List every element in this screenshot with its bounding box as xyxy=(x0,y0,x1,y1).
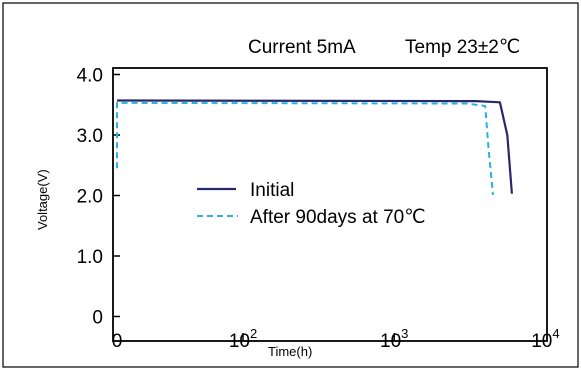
y-tick-label: 2.0 xyxy=(77,187,103,208)
x-tick-label: 104 xyxy=(531,326,559,352)
y-tick-label: 4.0 xyxy=(77,66,103,87)
legend: Initial After 90days at 70℃ xyxy=(197,180,426,228)
series-line-after-90days xyxy=(116,101,494,195)
legend-label-after-90days: After 90days at 70℃ xyxy=(250,207,426,228)
x-axis-label: Time(h) xyxy=(268,344,312,359)
x-axis-ticks: 0 102 103 104 xyxy=(112,326,560,352)
plot-area xyxy=(112,67,548,342)
legend-label-initial: Initial xyxy=(250,180,294,201)
chart-series xyxy=(116,99,513,195)
x-tick-label: 0 xyxy=(112,331,123,352)
x-tick-label: 102 xyxy=(229,326,257,352)
y-axis-ticks: 0 1.0 2.0 3.0 4.0 xyxy=(77,66,120,329)
current-annotation: Current 5mA xyxy=(248,37,356,58)
x-tick-label: 103 xyxy=(380,326,408,352)
y-tick-label: 1.0 xyxy=(77,247,103,268)
series-line-initial xyxy=(116,99,513,194)
y-tick-label: 3.0 xyxy=(77,126,103,147)
y-tick-label: 0 xyxy=(92,308,103,329)
temp-annotation: Temp 23±2℃ xyxy=(405,37,520,58)
y-axis-label: Voltage(V) xyxy=(35,169,50,230)
